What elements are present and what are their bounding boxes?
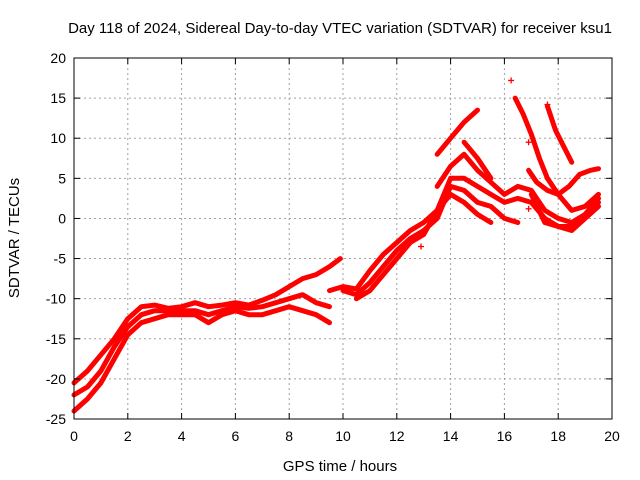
y-tick-label: 0 [58,210,66,226]
ticks-layer: 0 2 4 6 8 10 12 14 16 18 20 -25 -20 -15 -10 -5 0 5 10 15 20 [46,50,620,444]
outlier-point [418,243,425,250]
outlier-point [525,205,532,212]
series-track-h [434,107,480,157]
x-tick-label: 2 [124,428,132,444]
x-axis-label: GPS time / hours [283,458,397,475]
x-tick-label: 0 [70,428,78,444]
y-tick-label: -25 [46,411,66,427]
x-tick-label: 4 [178,428,186,444]
series-track-i [461,139,494,181]
series-track-e [340,183,521,298]
y-tick-label: -10 [46,291,66,307]
chart-title: Day 118 of 2024, Sidereal Day-to-day VTE… [68,20,612,37]
series-track-d [327,191,494,294]
x-tick-label: 8 [285,428,293,444]
x-tick-label: 12 [389,428,405,444]
x-tick-label: 16 [497,428,513,444]
x-tick-label: 18 [550,428,566,444]
outlier-point [544,101,551,108]
y-tick-label: -5 [54,251,67,267]
series-track-j [512,95,601,213]
series-track-k [544,103,575,165]
outlier-point [508,77,515,84]
y-tick-label: 5 [58,170,66,186]
series-track-a [71,256,343,386]
x-tick-label: 14 [443,428,459,444]
y-tick-label: -15 [46,331,66,347]
x-tick-label: 20 [604,428,620,444]
outlier-point [525,139,532,146]
y-tick-label: 10 [50,130,66,146]
grid-layer [74,58,612,419]
series-track-l [526,166,601,197]
y-tick-label: -20 [46,371,66,387]
series-track-c [71,304,332,414]
series-track-b [71,292,332,398]
y-tick-label: 20 [50,50,66,66]
series-track-m [528,191,601,229]
data-layer [71,77,601,414]
series-track-g [434,151,601,225]
y-tick-label: 15 [50,90,66,106]
y-axis-label: SDTVAR / TECUs [6,178,23,298]
x-tick-label: 10 [335,428,351,444]
x-tick-label: 6 [232,428,240,444]
